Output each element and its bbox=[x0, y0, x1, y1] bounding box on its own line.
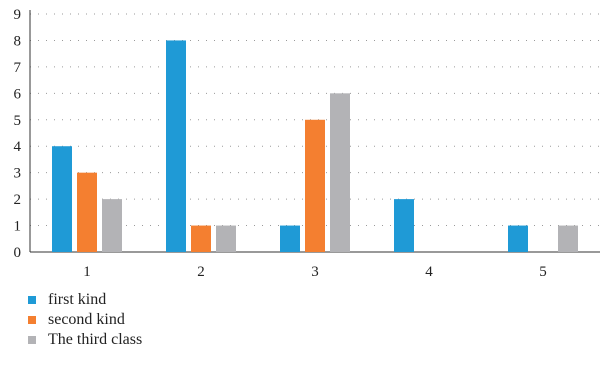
x-tick-label: 4 bbox=[425, 264, 433, 280]
y-tick-label: 2 bbox=[14, 192, 22, 208]
y-tick-label: 5 bbox=[14, 113, 22, 129]
legend-label: second kind bbox=[48, 311, 125, 328]
y-tick-label: 6 bbox=[14, 86, 22, 102]
bars bbox=[52, 40, 578, 253]
legend-label: first kind bbox=[48, 291, 107, 308]
legend-item: second kind bbox=[28, 310, 142, 330]
legend-item: first kind bbox=[28, 290, 142, 310]
x-tick-label: 2 bbox=[197, 264, 205, 280]
bar-the-third-class-1 bbox=[102, 199, 122, 252]
bar-the-third-class-2 bbox=[216, 225, 236, 252]
bar-second-kind-1 bbox=[77, 172, 97, 252]
y-tick-label: 4 bbox=[14, 139, 22, 155]
y-tick-label: 9 bbox=[14, 7, 22, 23]
legend-swatch bbox=[28, 336, 36, 344]
legend-item: The third class bbox=[28, 330, 142, 350]
x-tick-label: 3 bbox=[311, 264, 319, 280]
bar-first-kind-1 bbox=[52, 146, 72, 252]
y-tick-label: 0 bbox=[14, 245, 22, 261]
y-tick-label: 3 bbox=[14, 166, 22, 182]
bar-first-kind-5 bbox=[508, 225, 528, 252]
x-tick-labels: 1 2 3 4 5 bbox=[83, 264, 547, 280]
legend: first kind second kind The third class bbox=[28, 290, 142, 350]
legend-label: The third class bbox=[48, 331, 143, 348]
bar-second-kind-3 bbox=[305, 119, 325, 253]
legend-swatch bbox=[28, 316, 36, 324]
bar-the-third-class-3 bbox=[330, 93, 350, 252]
x-tick-label: 5 bbox=[539, 264, 547, 280]
bar-first-kind-2 bbox=[166, 40, 186, 252]
legend-swatch bbox=[28, 296, 36, 304]
y-tick-label: 8 bbox=[14, 33, 22, 49]
y-tick-labels: 0 1 2 3 4 5 6 7 8 9 bbox=[14, 7, 22, 261]
x-tick-label: 1 bbox=[83, 264, 91, 280]
y-tick-label: 7 bbox=[14, 60, 22, 76]
bar-first-kind-3 bbox=[280, 225, 300, 252]
bar-first-kind-4 bbox=[394, 199, 414, 252]
bar-second-kind-2 bbox=[191, 225, 211, 252]
bar-the-third-class-5 bbox=[558, 225, 578, 252]
y-tick-label: 1 bbox=[14, 219, 22, 235]
